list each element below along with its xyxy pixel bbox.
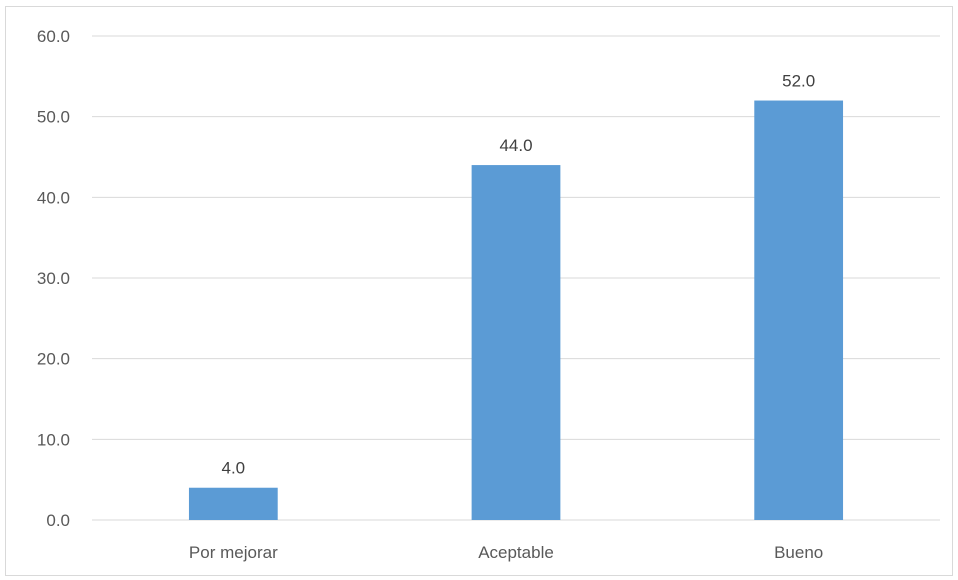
y-tick-label: 40.0 bbox=[37, 188, 70, 207]
data-label: 52.0 bbox=[782, 72, 815, 91]
data-label: 4.0 bbox=[222, 459, 246, 478]
bar-bueno bbox=[754, 100, 844, 521]
bar-aceptable bbox=[471, 165, 561, 521]
bar-por-mejorar bbox=[188, 487, 278, 520]
y-tick-label: 10.0 bbox=[37, 430, 70, 449]
y-tick-label: 0.0 bbox=[46, 511, 70, 530]
bars bbox=[188, 100, 844, 521]
y-tick-label: 60.0 bbox=[37, 27, 70, 46]
y-axis-ticks: 0.0 10.0 20.0 30.0 40.0 50.0 60.0 bbox=[37, 27, 70, 530]
x-tick-label: Bueno bbox=[774, 543, 823, 562]
y-tick-label: 50.0 bbox=[37, 108, 70, 127]
x-axis-ticks: Por mejorar Aceptable Bueno bbox=[189, 543, 823, 562]
y-tick-label: 20.0 bbox=[37, 350, 70, 369]
data-labels: 4.0 44.0 52.0 bbox=[222, 72, 816, 478]
x-tick-label: Aceptable bbox=[478, 543, 554, 562]
y-tick-label: 30.0 bbox=[37, 269, 70, 288]
x-tick-label: Por mejorar bbox=[189, 543, 278, 562]
data-label: 44.0 bbox=[499, 136, 532, 155]
